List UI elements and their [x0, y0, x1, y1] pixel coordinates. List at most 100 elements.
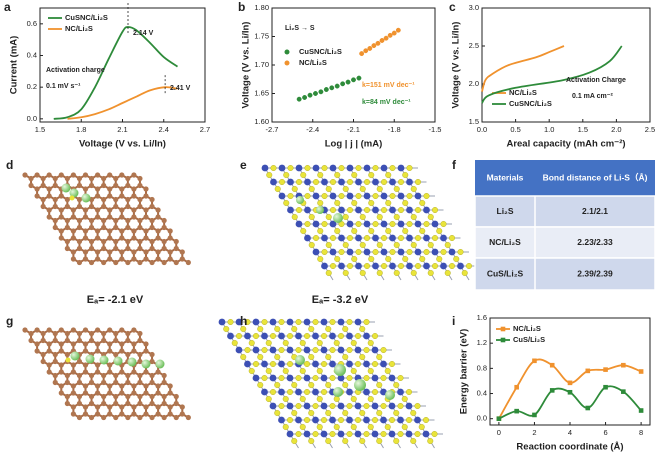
carbon-atom — [58, 235, 64, 241]
sulfur-atom — [308, 410, 315, 417]
sulfur-atom — [287, 417, 294, 424]
carbon-atom — [28, 337, 34, 344]
sulfur-atom — [393, 438, 400, 445]
sulfur-atom — [381, 234, 388, 241]
metal-atom — [346, 332, 353, 340]
carbon-atom — [82, 207, 89, 213]
data-point — [340, 81, 346, 87]
li-atom — [385, 390, 395, 400]
carbon-atom — [76, 372, 83, 379]
sulfur-atom — [321, 417, 328, 424]
carbon-atom — [149, 372, 155, 379]
sulfur-atom — [376, 270, 383, 277]
sulfur-atom — [325, 438, 332, 445]
sulfur-atom — [397, 403, 404, 410]
data-point — [359, 51, 365, 57]
metal-atom — [346, 164, 354, 172]
legend-label: CuSNC/Li₂S — [65, 13, 108, 22]
carbon-atom — [28, 182, 34, 189]
sulfur-atom — [423, 417, 430, 424]
sulfur-atom — [325, 270, 332, 277]
carbon-atom — [95, 348, 101, 354]
sulfur-atom — [346, 347, 353, 354]
metal-atom — [337, 402, 345, 410]
carbon-atom — [107, 390, 113, 396]
carbon-atom — [113, 393, 119, 400]
carbon-atom — [113, 330, 119, 337]
carbon-atom — [155, 249, 161, 255]
carbon-atom — [113, 414, 119, 421]
data-point — [356, 75, 362, 81]
carbon-atom — [88, 393, 95, 400]
sulfur-atom — [283, 171, 290, 178]
metal-atom — [346, 416, 353, 424]
carbon-atom — [82, 341, 89, 347]
sulfur-atom — [295, 431, 302, 438]
carbon-atom — [131, 235, 137, 241]
carbon-atom — [70, 383, 76, 389]
carbon-atom — [95, 214, 101, 220]
header-cell: Bond distance of Li-S（Å) — [543, 172, 648, 182]
x-tick-label: -1.8 — [388, 125, 401, 134]
metal-atom — [372, 206, 379, 214]
carbon-atom — [125, 238, 131, 245]
sulfur-atom — [393, 382, 400, 389]
sulfur-atom — [355, 164, 362, 171]
sulfur-atom — [291, 382, 298, 389]
x-tick-label: 2.7 — [200, 125, 210, 134]
carbon-atom — [125, 217, 131, 224]
sulfur-atom — [312, 319, 319, 326]
sulfur-atom — [380, 347, 387, 354]
metal-atom — [371, 374, 379, 382]
data-point — [313, 91, 318, 96]
metal-atom — [372, 178, 379, 186]
sulfur-atom — [355, 333, 362, 340]
metal-atom — [261, 388, 268, 396]
carbon-atom — [70, 390, 76, 396]
sulfur-atom — [406, 389, 413, 396]
carbon-atom — [119, 186, 125, 192]
sulfur-atom — [329, 403, 336, 410]
y-tick-label: 0.0 — [27, 114, 37, 123]
sulfur-atom — [321, 164, 328, 171]
metal-atom — [406, 206, 413, 214]
carbon-atom — [131, 341, 137, 347]
metal-atom — [397, 416, 404, 424]
sulfur-atom — [406, 192, 413, 199]
li-atom — [69, 188, 79, 198]
y-tick-label: 1.60 — [254, 117, 269, 126]
data-point — [323, 87, 329, 92]
carbon-atom — [107, 341, 113, 347]
sulfur-atom — [350, 396, 357, 403]
carbon-atom — [107, 369, 113, 375]
carbon-atom — [40, 196, 46, 203]
sulfur-atom — [359, 410, 366, 417]
carbon-atom — [64, 393, 70, 400]
structures — [22, 164, 478, 449]
carbon-atom — [34, 172, 40, 178]
carbon-atom — [64, 400, 70, 407]
carbon-atom — [88, 217, 95, 224]
sulfur-atom — [381, 263, 388, 270]
carbon-atom — [40, 182, 46, 189]
carbon-atom — [107, 228, 113, 234]
sulfur-atom — [398, 178, 405, 185]
carbon-atom — [155, 228, 161, 234]
carbon-atom — [82, 249, 89, 255]
sulfur-atom — [368, 199, 375, 206]
sulfur-atom — [227, 319, 234, 326]
sulfur-atom — [364, 263, 371, 270]
carbon-atom — [107, 383, 113, 389]
metal-atom — [227, 332, 234, 340]
carbon-atom — [58, 390, 64, 396]
sulfur-atom — [401, 396, 408, 403]
sulfur-atom — [398, 234, 405, 241]
metal-atom — [337, 346, 345, 354]
legend-label: NC/Li₂S — [513, 324, 541, 333]
sulfur-atom — [329, 319, 336, 326]
carbon-atom — [119, 207, 125, 213]
sulfur-atom — [381, 206, 388, 213]
data-point — [375, 40, 381, 46]
data-point — [567, 380, 573, 386]
